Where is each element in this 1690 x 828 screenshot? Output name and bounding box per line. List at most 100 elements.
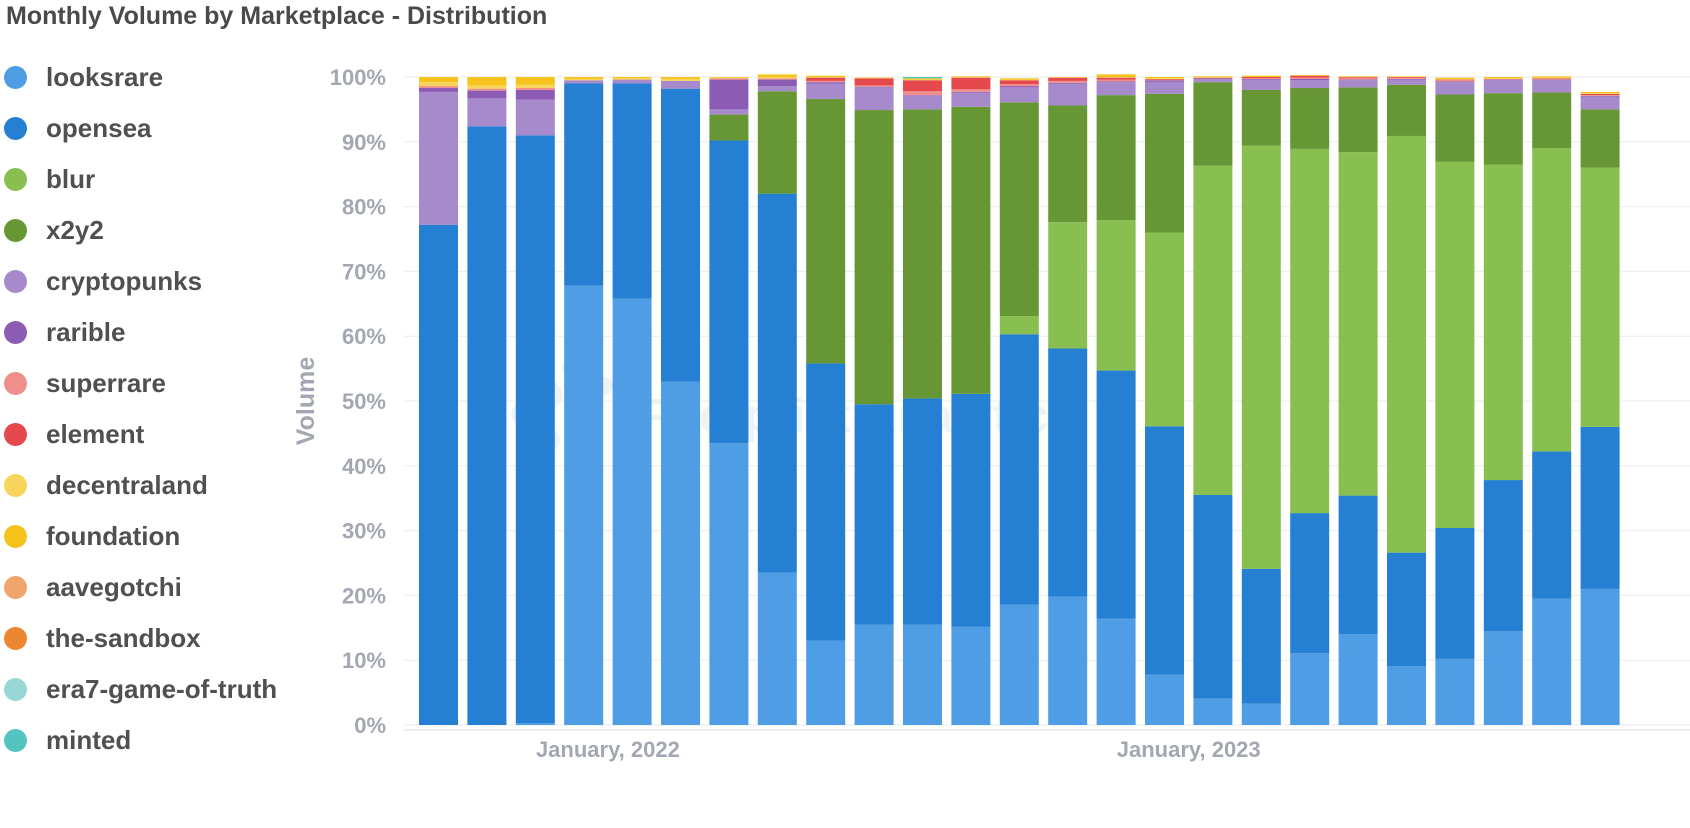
bar-segment-looksrare[interactable] (1387, 666, 1426, 725)
bar-segment-opensea[interactable] (564, 83, 604, 286)
bar-segment-element[interactable] (1532, 78, 1572, 79)
bar-segment-superrare[interactable] (467, 88, 507, 91)
bar-segment-foundation[interactable] (1241, 75, 1281, 77)
bar-segment-cryptopunks[interactable] (1580, 96, 1620, 110)
bar-segment-element[interactable] (1580, 93, 1620, 96)
bar-segment-opensea[interactable] (709, 140, 749, 444)
bar-segment-rarible[interactable] (757, 79, 797, 87)
bar-segment-opensea[interactable] (1483, 480, 1523, 632)
bar-segment-decentraland[interactable] (1145, 78, 1184, 79)
bar-segment-rarible[interactable] (1193, 78, 1233, 79)
bar-segment-foundation[interactable] (1387, 76, 1426, 77)
bar-segment-decentraland[interactable] (1483, 78, 1523, 79)
bar-segment-decentraland[interactable] (1048, 77, 1088, 78)
bar-segment-decentraland[interactable] (999, 79, 1039, 81)
bar-segment-looksrare[interactable] (1435, 658, 1475, 725)
legend-item-rarible[interactable]: rarible (4, 307, 277, 358)
bar-segment-element[interactable] (1096, 77, 1136, 80)
bar-segment-opensea[interactable] (1145, 426, 1184, 675)
bar-segment-looksrare[interactable] (1048, 596, 1088, 725)
bar-segment-opensea[interactable] (661, 88, 700, 382)
bar-segment-cryptopunks[interactable] (661, 80, 700, 89)
bar-segment-decentraland[interactable] (564, 78, 604, 81)
bar-segment-x2y2[interactable] (806, 99, 846, 364)
bar-segment-element[interactable] (1435, 79, 1475, 81)
bar-segment-decentraland[interactable] (661, 78, 700, 81)
bar-segment-cryptopunks[interactable] (1483, 80, 1523, 94)
bar-segment-cryptopunks[interactable] (1241, 79, 1281, 90)
legend-item-superrare[interactable]: superrare (4, 358, 277, 409)
bar-segment-opensea[interactable] (419, 224, 458, 725)
bar-segment-rarible[interactable] (1290, 78, 1330, 81)
bar-segment-superrare[interactable] (1290, 77, 1330, 79)
bar-segment-x2y2[interactable] (1483, 93, 1523, 165)
bar-segment-foundation[interactable] (1338, 76, 1378, 77)
bar-segment-looksrare[interactable] (612, 298, 652, 725)
bar-segment-rarible[interactable] (903, 95, 942, 96)
bar-segment-opensea[interactable] (1532, 451, 1572, 599)
bar-segment-decentraland[interactable] (419, 82, 458, 87)
bar-segment-foundation[interactable] (1096, 74, 1136, 77)
bar-segment-cryptopunks[interactable] (419, 91, 458, 225)
bar-segment-opensea[interactable] (1241, 568, 1281, 704)
bar-segment-looksrare[interactable] (1193, 698, 1233, 725)
bar-segment-looksrare[interactable] (806, 640, 846, 725)
bar-segment-blur[interactable] (1193, 165, 1233, 495)
bar-segment-element[interactable] (854, 78, 894, 86)
bar-segment-superrare[interactable] (1338, 77, 1378, 80)
bar-segment-looksrare[interactable] (1338, 634, 1378, 725)
bar-segment-opensea[interactable] (1387, 552, 1426, 667)
bar-segment-foundation[interactable] (1193, 76, 1233, 77)
bar-segment-blur[interactable] (1483, 164, 1523, 481)
bar-segment-element[interactable] (1338, 77, 1378, 78)
bar-segment-rarible[interactable] (419, 88, 458, 92)
bar-segment-x2y2[interactable] (1338, 87, 1378, 153)
bar-segment-opensea[interactable] (612, 83, 652, 299)
legend-item-minted[interactable]: minted (4, 715, 277, 766)
bar-segment-foundation[interactable] (806, 75, 846, 77)
bar-segment-decentraland[interactable] (903, 79, 942, 81)
bar-segment-decentraland[interactable] (612, 78, 652, 80)
bar-segment-cryptopunks[interactable] (1048, 83, 1088, 106)
bar-segment-looksrare[interactable] (903, 624, 942, 725)
bar-segment-decentraland[interactable] (709, 77, 749, 79)
bar-segment-rarible[interactable] (1532, 79, 1572, 81)
bar-segment-superrare[interactable] (903, 91, 942, 96)
bar-segment-superrare[interactable] (1096, 79, 1136, 82)
bar-segment-opensea[interactable] (1435, 528, 1475, 659)
bar-segment-cryptopunks[interactable] (1532, 80, 1572, 93)
bar-segment-foundation[interactable] (1435, 77, 1475, 79)
bar-segment-looksrare[interactable] (951, 626, 991, 725)
bar-segment-element[interactable] (1387, 77, 1426, 78)
bar-segment-element[interactable] (1241, 77, 1281, 79)
bar-segment-rarible[interactable] (806, 82, 846, 84)
bar-segment-opensea[interactable] (806, 363, 846, 641)
bar-segment-blur[interactable] (1387, 135, 1426, 553)
legend-item-aavegotchi[interactable]: aavegotchi (4, 562, 277, 613)
bar-segment-superrare[interactable] (1387, 77, 1426, 79)
bar-segment-foundation[interactable] (1483, 77, 1523, 79)
legend-item-decentraland[interactable]: decentraland (4, 460, 277, 511)
bar-segment-x2y2[interactable] (1290, 88, 1330, 149)
bar-segment-blur[interactable] (1096, 220, 1136, 371)
legend-item-x2y2[interactable]: x2y2 (4, 205, 277, 256)
bar-segment-cryptopunks[interactable] (515, 99, 555, 136)
bar-segment-cryptopunks[interactable] (1387, 79, 1426, 85)
bar-segment-foundation[interactable] (709, 77, 749, 78)
legend-item-era7-game-of-truth[interactable]: era7-game-of-truth (4, 664, 277, 715)
bar-segment-foundation[interactable] (999, 78, 1039, 80)
bar-segment-decentraland[interactable] (757, 77, 797, 79)
bar-segment-rarible[interactable] (515, 89, 555, 100)
bar-segment-opensea[interactable] (1290, 513, 1330, 654)
bar-segment-blur[interactable] (1338, 152, 1378, 496)
bar-segment-superrare[interactable] (1483, 78, 1523, 80)
bar-segment-foundation[interactable] (1290, 75, 1330, 76)
bar-segment-element[interactable] (999, 80, 1039, 85)
bar-segment-x2y2[interactable] (1532, 92, 1572, 149)
bar-segment-foundation[interactable] (903, 78, 942, 80)
bar-segment-foundation[interactable] (467, 77, 507, 86)
bar-segment-superrare[interactable] (951, 89, 991, 92)
bar-segment-looksrare[interactable] (661, 381, 700, 725)
bar-segment-cryptopunks[interactable] (1193, 78, 1233, 83)
bar-segment-looksrare[interactable] (564, 285, 604, 725)
